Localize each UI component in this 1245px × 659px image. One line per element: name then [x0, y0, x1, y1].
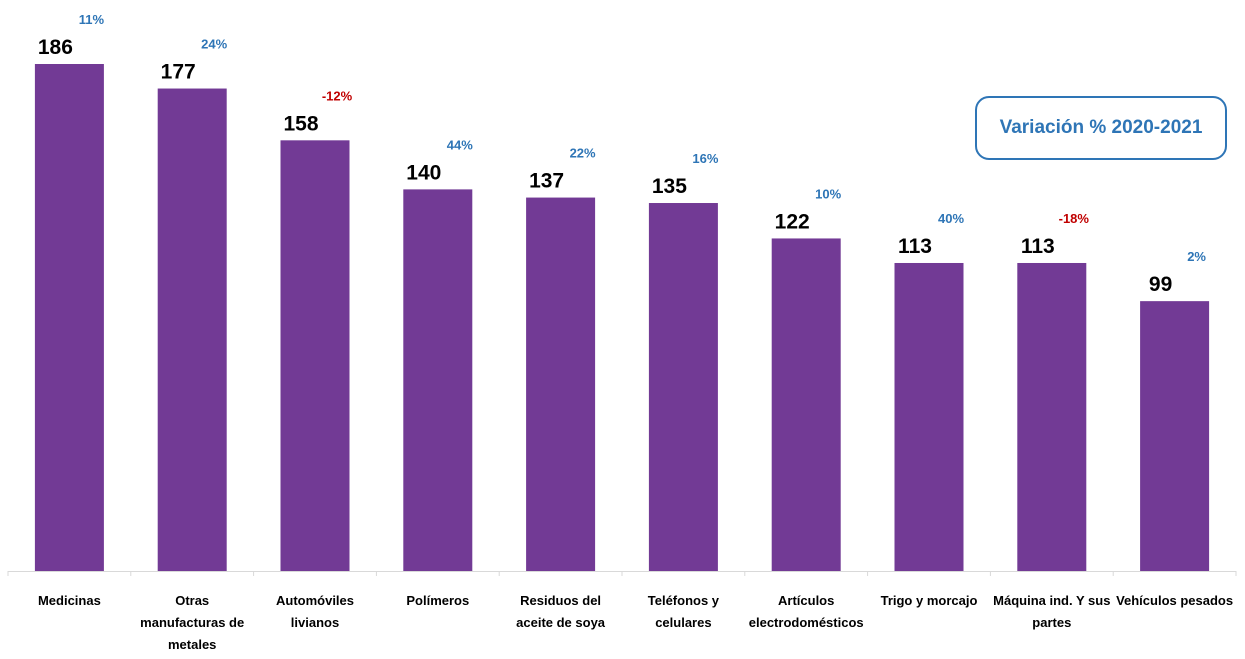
bar-value-label: 158 [283, 112, 318, 135]
variation-label: 44% [447, 137, 473, 152]
bar [894, 262, 964, 571]
category-label-line: Teléfonos y [648, 593, 720, 608]
category-label-line: Máquina ind. Y sus [993, 593, 1110, 608]
category-label: Residuos del aceite de soya [516, 593, 606, 630]
variation-label: 16% [692, 151, 718, 166]
variation-label: 10% [815, 186, 841, 201]
category-label: Teléfonos y celulares [648, 593, 720, 630]
variation-label: 40% [938, 211, 964, 226]
variation-legend-label: Variación % 2020-2021 [999, 117, 1203, 138]
category-label-line: livianos [291, 615, 339, 630]
variation-label: -18% [1059, 211, 1090, 226]
category-label: Máquina ind. Y sus partes [993, 593, 1110, 630]
bar [648, 203, 718, 572]
category-label-line: aceite de soya [516, 615, 606, 630]
category-label-line: Automóviles [276, 593, 354, 608]
variation-labels: 11% 24% -12% 44% 22% 16% 10% 40% -18% 2% [79, 12, 1207, 264]
variation-label: 2% [1187, 249, 1206, 264]
category-label: Otras manufacturas de metales [140, 593, 244, 652]
bar-value-label: 137 [529, 170, 564, 193]
bar-value-label: 140 [406, 161, 441, 184]
category-label-line: celulares [655, 615, 711, 630]
category-label-line: Medicinas [38, 593, 101, 608]
bar [1017, 262, 1087, 571]
variation-legend-box: Variación % 2020-2021 [975, 96, 1227, 160]
bar-value-label: 113 [898, 235, 932, 258]
category-label: Trigo y morcajo [881, 593, 978, 608]
bar [34, 64, 104, 571]
category-label-line: Residuos del [520, 593, 601, 608]
category-label-line: Artículos [778, 593, 834, 608]
category-label-line: manufacturas de [140, 615, 244, 630]
variation-label: 24% [201, 37, 227, 52]
bar [157, 88, 227, 571]
variation-label: 11% [79, 12, 105, 27]
bar [526, 197, 596, 571]
category-label: Polímeros [406, 593, 469, 608]
bar [771, 238, 841, 572]
category-label: Automóviles livianos [276, 593, 354, 630]
category-labels: Medicinas Otras manufacturas de metales Auto… [38, 593, 1233, 652]
bar-value-label: 113 [1021, 235, 1055, 258]
category-label: Vehículos pesados [1116, 593, 1233, 608]
bar [280, 140, 350, 572]
category-label-line: Vehículos pesados [1116, 593, 1233, 608]
bar-value-label: 122 [775, 210, 810, 233]
variation-label: 22% [570, 146, 596, 161]
category-label-line: Polímeros [406, 593, 469, 608]
variation-label: -12% [322, 88, 353, 103]
bar-value-label: 177 [161, 61, 196, 84]
category-label-line: Otras [175, 593, 209, 608]
bar [403, 189, 473, 572]
bar-value-label: 186 [38, 36, 73, 59]
category-label-line: Trigo y morcajo [881, 593, 978, 608]
value-labels: 186 177 158 140 137 135 122 113 113 99 [38, 36, 1172, 296]
category-label-line: metales [168, 637, 216, 652]
category-label: Artículos electrodomésticos [749, 593, 864, 630]
x-axis-ticks [7, 571, 1237, 576]
bar-value-label: 99 [1149, 273, 1172, 296]
bar [1140, 301, 1210, 571]
bar-value-label: 135 [652, 175, 687, 198]
bars-group [34, 64, 1210, 572]
category-label-line: electrodomésticos [749, 615, 864, 630]
category-label-line: partes [1032, 615, 1071, 630]
category-label: Medicinas [38, 593, 101, 608]
